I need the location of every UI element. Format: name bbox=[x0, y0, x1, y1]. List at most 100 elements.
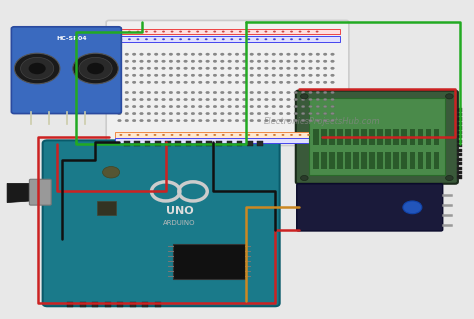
Circle shape bbox=[272, 53, 275, 56]
FancyBboxPatch shape bbox=[29, 179, 51, 205]
Circle shape bbox=[176, 98, 180, 101]
Circle shape bbox=[228, 67, 231, 70]
Bar bbox=[313, 129, 319, 145]
Circle shape bbox=[287, 67, 290, 70]
Bar bbox=[337, 129, 343, 145]
Circle shape bbox=[118, 74, 121, 77]
Circle shape bbox=[257, 53, 261, 56]
Circle shape bbox=[323, 74, 327, 77]
Circle shape bbox=[228, 81, 231, 84]
Circle shape bbox=[316, 38, 319, 40]
Circle shape bbox=[309, 60, 312, 63]
Circle shape bbox=[323, 91, 327, 94]
Circle shape bbox=[323, 112, 327, 115]
Circle shape bbox=[287, 119, 290, 122]
Circle shape bbox=[316, 74, 319, 77]
Bar bbox=[105, 302, 110, 307]
Circle shape bbox=[140, 119, 143, 122]
Circle shape bbox=[145, 31, 148, 33]
Bar bbox=[457, 158, 462, 161]
Bar bbox=[124, 141, 130, 146]
Circle shape bbox=[250, 91, 254, 94]
Circle shape bbox=[140, 98, 143, 101]
Bar bbox=[321, 129, 327, 145]
Circle shape bbox=[155, 53, 158, 56]
Circle shape bbox=[184, 67, 187, 70]
Circle shape bbox=[132, 105, 136, 108]
Circle shape bbox=[176, 60, 180, 63]
Circle shape bbox=[316, 98, 319, 101]
Circle shape bbox=[250, 53, 254, 56]
Circle shape bbox=[155, 105, 158, 108]
Circle shape bbox=[279, 105, 283, 108]
Circle shape bbox=[102, 167, 119, 178]
Circle shape bbox=[301, 105, 305, 108]
Bar bbox=[369, 129, 375, 145]
Bar bbox=[393, 152, 399, 169]
Bar bbox=[457, 117, 462, 121]
Circle shape bbox=[169, 112, 173, 115]
Circle shape bbox=[155, 74, 158, 77]
Circle shape bbox=[220, 91, 224, 94]
Circle shape bbox=[132, 81, 136, 84]
Circle shape bbox=[118, 60, 121, 63]
Circle shape bbox=[235, 81, 239, 84]
Circle shape bbox=[309, 98, 312, 101]
Circle shape bbox=[323, 81, 327, 84]
Circle shape bbox=[191, 119, 195, 122]
Circle shape bbox=[213, 60, 217, 63]
Circle shape bbox=[323, 98, 327, 101]
Circle shape bbox=[176, 119, 180, 122]
Circle shape bbox=[256, 31, 259, 33]
Circle shape bbox=[162, 91, 165, 94]
Circle shape bbox=[205, 38, 208, 40]
Circle shape bbox=[256, 134, 259, 136]
Circle shape bbox=[125, 105, 128, 108]
Circle shape bbox=[323, 60, 327, 63]
Bar bbox=[377, 129, 383, 145]
Circle shape bbox=[118, 112, 121, 115]
Circle shape bbox=[309, 105, 312, 108]
Circle shape bbox=[87, 63, 104, 74]
Circle shape bbox=[199, 74, 202, 77]
Text: UNO: UNO bbox=[165, 205, 193, 216]
Circle shape bbox=[137, 38, 139, 40]
Circle shape bbox=[147, 112, 151, 115]
Circle shape bbox=[188, 38, 191, 40]
Circle shape bbox=[125, 112, 128, 115]
Circle shape bbox=[264, 38, 267, 40]
Circle shape bbox=[213, 134, 216, 136]
Bar bbox=[457, 108, 462, 112]
Circle shape bbox=[323, 119, 327, 122]
Circle shape bbox=[316, 119, 319, 122]
Circle shape bbox=[272, 74, 275, 77]
Circle shape bbox=[228, 105, 231, 108]
Circle shape bbox=[222, 31, 225, 33]
Bar bbox=[353, 129, 359, 145]
Circle shape bbox=[206, 53, 210, 56]
Text: HC-SR04: HC-SR04 bbox=[56, 36, 87, 41]
Circle shape bbox=[220, 105, 224, 108]
Polygon shape bbox=[7, 183, 31, 203]
Circle shape bbox=[301, 91, 305, 94]
Circle shape bbox=[235, 67, 239, 70]
Circle shape bbox=[250, 98, 254, 101]
Circle shape bbox=[155, 67, 158, 70]
Bar bbox=[457, 171, 462, 174]
Circle shape bbox=[191, 81, 195, 84]
Circle shape bbox=[213, 53, 217, 56]
Circle shape bbox=[272, 105, 275, 108]
Circle shape bbox=[279, 67, 283, 70]
Circle shape bbox=[301, 98, 305, 101]
Bar bbox=[457, 175, 462, 179]
Circle shape bbox=[323, 105, 327, 108]
FancyBboxPatch shape bbox=[11, 27, 121, 114]
Circle shape bbox=[290, 38, 293, 40]
Circle shape bbox=[279, 74, 283, 77]
Circle shape bbox=[132, 112, 136, 115]
Circle shape bbox=[243, 81, 246, 84]
Circle shape bbox=[118, 67, 121, 70]
Bar bbox=[321, 152, 327, 169]
Bar bbox=[353, 152, 359, 169]
Circle shape bbox=[294, 105, 298, 108]
